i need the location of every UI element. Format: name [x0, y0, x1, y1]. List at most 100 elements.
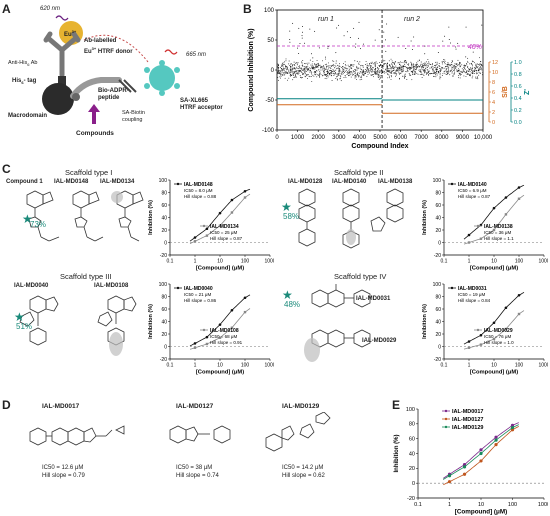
- compound-point: [352, 70, 354, 72]
- compound-point: [439, 76, 441, 78]
- compound-point: [454, 63, 456, 65]
- hit-point: [298, 27, 300, 29]
- compound-point: [424, 69, 425, 70]
- compound-point: [389, 70, 391, 72]
- anti-his-label: Anti-His6 Ab: [8, 60, 38, 68]
- compound-point: [314, 74, 316, 76]
- data-point: [479, 237, 483, 240]
- compound-point: [462, 70, 464, 72]
- compound-point: [338, 65, 340, 67]
- compound-point: [477, 66, 479, 68]
- data-point: [479, 333, 483, 337]
- compound-point: [387, 68, 388, 70]
- compound-point: [296, 63, 298, 65]
- compound-point: [306, 62, 308, 64]
- compound-point: [470, 68, 472, 70]
- compound-point: [429, 67, 431, 69]
- ic50-label: IC50 = 21 μM: [184, 292, 211, 297]
- compound-point: [433, 72, 435, 74]
- compound-point: [445, 74, 447, 75]
- compound-point: [436, 61, 438, 63]
- compound-point: [332, 72, 334, 74]
- compound-point: [379, 65, 381, 67]
- compound-point: [404, 66, 406, 68]
- compound-point: [413, 71, 415, 73]
- hit-point: [314, 30, 316, 32]
- compound-point: [370, 67, 371, 69]
- compound-point: [424, 71, 426, 73]
- compound-point: [292, 67, 293, 69]
- y-tick-label: -20: [160, 357, 167, 363]
- compound-point: [480, 66, 482, 68]
- compound-point: [287, 68, 288, 69]
- panel-letter-a: A: [2, 2, 11, 16]
- compound-point: [324, 74, 326, 75]
- compound-point: [391, 71, 393, 73]
- compound-point: [397, 67, 399, 69]
- assay-schematic: [42, 15, 180, 124]
- compound-point: [317, 74, 319, 76]
- d-cmpd-0-name: IAL-MD0017: [42, 403, 80, 410]
- legend-marker: [176, 182, 180, 186]
- y-tick-label: 60: [161, 203, 167, 209]
- compound-point: [308, 67, 310, 69]
- compound-point: [404, 73, 406, 75]
- compound-point: [388, 68, 390, 70]
- compound-point: [355, 76, 357, 78]
- y-tick-label: 20: [435, 332, 441, 338]
- compound-point: [393, 72, 395, 74]
- compound-point: [394, 73, 396, 75]
- data-point: [462, 463, 467, 467]
- z-prime-axis-label: Z': [524, 89, 531, 95]
- compound-point: [317, 62, 319, 64]
- compound-point: [428, 73, 430, 75]
- y-tick-label: 20: [435, 228, 441, 234]
- compound-point: [323, 66, 325, 68]
- compound-point: [290, 69, 292, 71]
- compound-point: [288, 69, 290, 71]
- hit-point: [410, 40, 412, 42]
- compound-point: [337, 73, 339, 75]
- compound-point: [390, 75, 392, 76]
- compound-point: [397, 68, 399, 70]
- hit-point: [437, 51, 439, 53]
- compound-point: [315, 71, 317, 73]
- compound-point: [473, 62, 475, 64]
- compound-point: [430, 73, 432, 74]
- macrodomain-label: Macrodomain: [8, 113, 48, 119]
- compound-point: [313, 73, 315, 75]
- y-tick-label: 0: [164, 344, 167, 350]
- compound-point: [409, 67, 411, 69]
- data-point: [517, 312, 521, 316]
- compound-point: [412, 63, 414, 65]
- compound-point: [391, 62, 393, 64]
- compound-point: [444, 67, 446, 69]
- x-tick-label: 0: [275, 135, 279, 141]
- compound-point: [386, 65, 388, 67]
- compound-point: [382, 66, 384, 68]
- compound-point: [481, 69, 483, 71]
- data-point: [494, 438, 498, 442]
- compound-point: [356, 69, 358, 71]
- compound-point: [375, 65, 377, 67]
- compound-point: [439, 78, 441, 80]
- compound-point: [319, 76, 321, 78]
- compound-point: [466, 64, 468, 66]
- compound-point: [447, 71, 449, 73]
- compound-point: [279, 76, 281, 78]
- compound-point: [308, 75, 310, 77]
- compound-point: [411, 63, 413, 65]
- compound-point: [279, 70, 281, 72]
- hill-label: Hill slope = 0.86: [184, 298, 217, 303]
- compound-point: [430, 66, 432, 68]
- compound-point: [283, 69, 285, 71]
- hit-point: [385, 50, 387, 52]
- compound-point: [449, 74, 451, 76]
- compound-point: [391, 71, 393, 72]
- compound-point: [292, 75, 294, 77]
- panel-letter-c: C: [2, 162, 11, 176]
- hit-point: [301, 37, 303, 39]
- compound-point: [280, 77, 281, 79]
- compound-point: [281, 66, 283, 68]
- compound-point: [310, 68, 312, 70]
